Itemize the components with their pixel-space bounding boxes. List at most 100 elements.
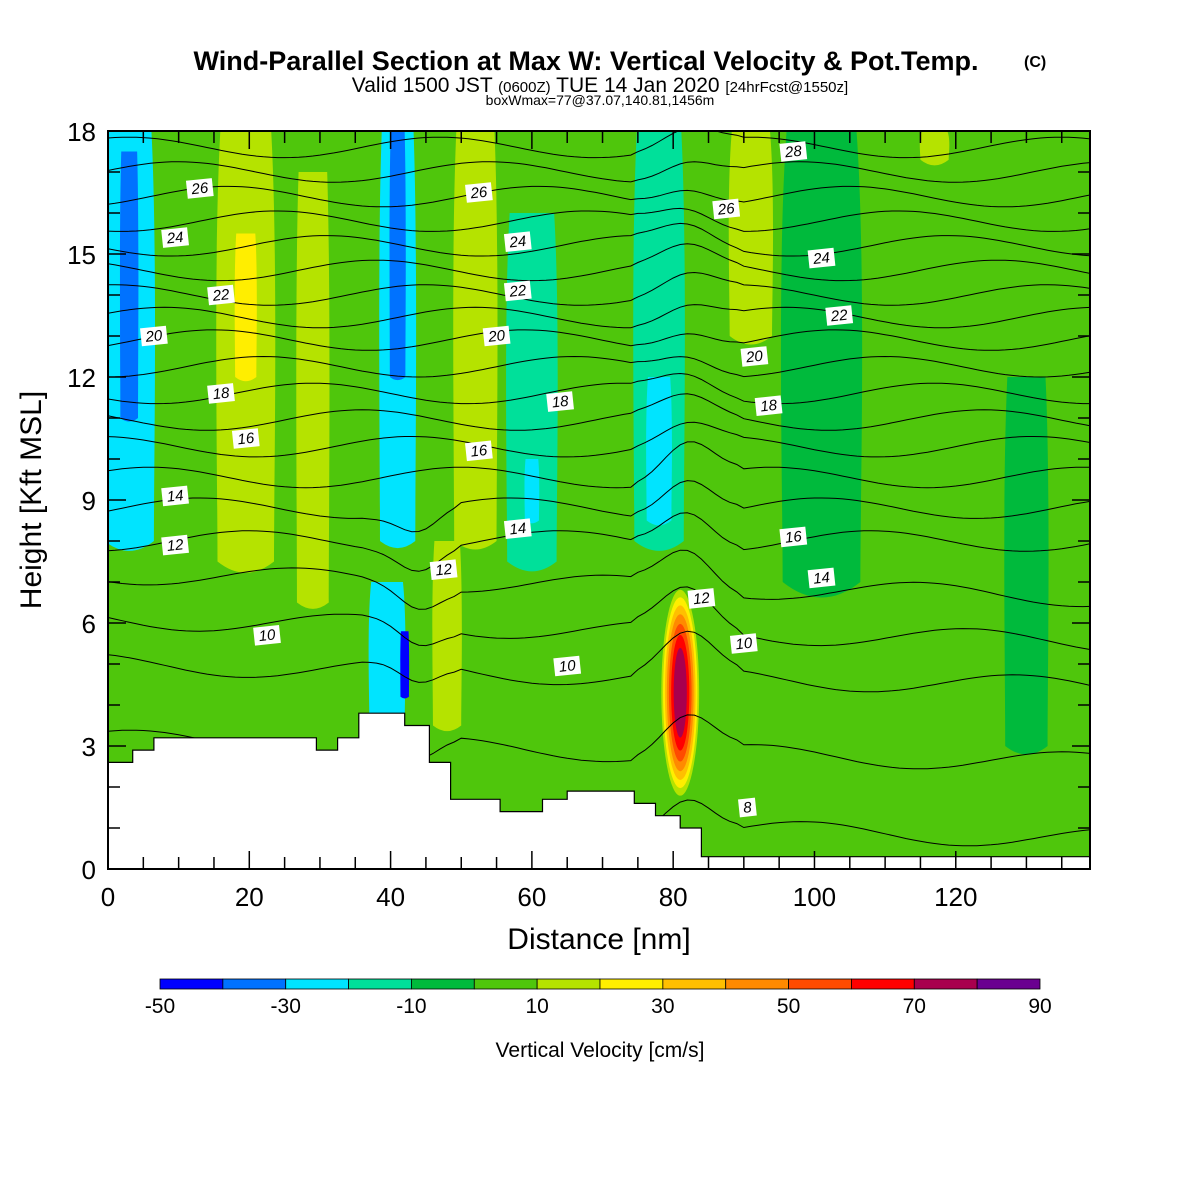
contour-label-16: 16 [465,440,493,462]
contour-label-24: 24 [807,247,836,269]
velocity-band-14 [646,377,672,526]
y-tick-label: 6 [82,609,96,639]
velocity-band-12 [524,459,540,524]
svg-text:24: 24 [508,233,527,252]
contour-label-22: 22 [207,284,235,306]
colorbar-swatch [662,978,727,990]
contour-label-10: 10 [253,624,281,646]
svg-text:26: 26 [190,180,210,199]
contour-label-14: 14 [161,485,189,507]
theta-contour [108,586,1090,650]
colorbar-swatch [788,978,852,990]
velocity-band-18 [919,131,950,166]
theta-contour [108,329,1090,351]
theta-contour [108,271,1090,306]
contour-label-28: 28 [779,141,808,162]
svg-text:12: 12 [434,561,453,580]
colorbar-tick-label: -10 [396,995,426,1018]
velocity-band-9 [432,541,462,732]
y-axis-label: Height [Kft MSL] [15,391,48,609]
colorbar-tick-label: -30 [271,995,301,1018]
colorbar-tick-label: 70 [903,995,926,1018]
theta-contour [108,393,1090,431]
theta-contour [108,222,1090,257]
svg-text:14: 14 [166,487,184,506]
colorbar-swatch [222,978,287,990]
colorbar-swatch [851,978,915,990]
svg-text:22: 22 [211,286,231,305]
y-tick-label: 3 [82,732,96,762]
svg-text:24: 24 [165,229,184,248]
svg-text:28: 28 [783,143,803,162]
svg-text:26: 26 [469,184,489,203]
colorbar-swatch [536,978,601,990]
contour-label-18: 18 [754,395,783,417]
svg-text:16: 16 [237,430,256,449]
contour-label-14: 14 [807,567,836,589]
copyright-mark: (C) [1024,54,1046,71]
contour-label-24: 24 [503,231,532,253]
theta-contour [108,441,1090,489]
svg-text:10: 10 [558,657,577,676]
svg-text:14: 14 [812,569,830,588]
theta-contour [108,630,1090,693]
boxwmax-line: boxWmax=77@37.07,140.81,1456m [486,92,715,108]
svg-text:16: 16 [784,528,803,547]
theta-contour [108,421,1090,458]
colorbar-swatch [725,978,789,990]
colorbar-label: Vertical Velocity [cm/s] [496,1039,705,1062]
svg-text:20: 20 [744,348,764,367]
y-tick-label: 15 [67,240,96,270]
x-tick-label: 0 [101,882,115,912]
colorbar: -50 -30 -10 10 30 50 70 90 [145,978,1052,1018]
svg-text:18: 18 [212,385,231,404]
x-tick-label: 120 [934,882,977,912]
theta-contour [108,243,1090,282]
contour-label-18: 18 [207,383,235,404]
colorbar-tick-label: 30 [651,995,674,1018]
contour-label-12: 12 [161,534,189,556]
contour-label-22: 22 [503,280,532,302]
contour-label-20: 20 [140,325,168,347]
theta-contour-labels: 8 10 10 10 12 12 12 14 14 14 16 16 16 18 18 18 20 20 20 22 2… [140,141,854,818]
x-tick-label: 40 [376,882,405,912]
axis-ticks: 0 20 40 60 80 100 120 0 3 6 9 12 15 18 [67,117,1090,912]
colorbar-swatch [348,978,412,990]
svg-text:22: 22 [508,282,528,301]
velocity-band-15 [728,131,774,345]
x-tick-label: 100 [793,882,836,912]
valid-time-utc: (0600Z) [498,79,551,96]
svg-text:22: 22 [829,307,849,326]
theta-contour [108,480,1090,533]
svg-text:24: 24 [811,249,830,268]
colorbar-swatch [159,978,224,990]
x-axis-label: Distance [nm] [507,923,690,956]
svg-text:12: 12 [692,590,711,609]
y-tick-label: 18 [67,117,96,147]
svg-text:26: 26 [716,200,736,219]
velocity-band-3 [234,233,257,382]
theta-contour [108,372,1090,405]
contour-label-10: 10 [553,655,582,677]
colorbar-swatch [411,978,475,990]
svg-text:18: 18 [551,393,570,412]
contour-label-26: 26 [465,182,493,203]
theta-contour [108,185,1090,208]
colorbar-tick-label: 90 [1028,995,1051,1018]
updraft-level-70 [673,647,687,738]
velocity-band-6 [389,131,406,381]
velocity-band-1 [119,151,139,422]
contour-label-12: 12 [687,588,716,609]
contour-label-10: 10 [729,633,758,654]
theta-contour [108,161,1090,183]
theta-contour [108,549,1090,610]
contour-label-18: 18 [546,391,574,412]
velocity-band-4 [296,172,330,609]
velocity-band-8 [400,631,410,699]
svg-text:10: 10 [735,635,754,654]
svg-text:20: 20 [144,327,164,346]
colorbar-swatch [285,978,349,990]
colorbar-tick-label: 50 [777,995,800,1018]
contour-label-14: 14 [503,518,532,540]
